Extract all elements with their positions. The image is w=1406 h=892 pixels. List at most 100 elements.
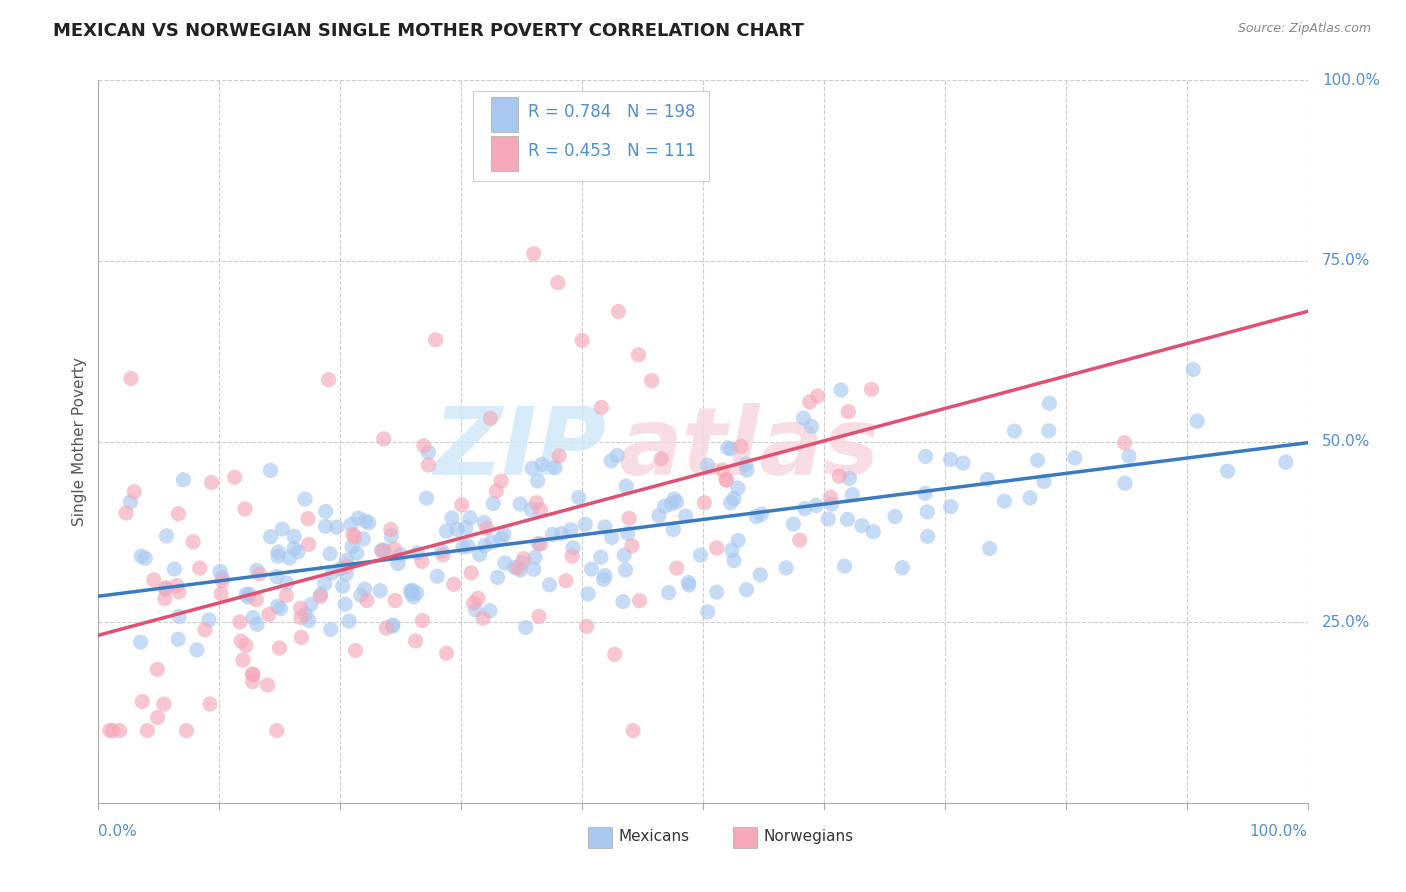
Point bbox=[727, 533, 749, 548]
Point bbox=[235, 639, 257, 653]
Point bbox=[337, 614, 360, 628]
Point bbox=[412, 439, 434, 453]
Point bbox=[115, 506, 138, 520]
Point bbox=[568, 491, 591, 505]
FancyBboxPatch shape bbox=[734, 827, 758, 848]
Point bbox=[108, 723, 131, 738]
Point bbox=[418, 445, 440, 459]
Point bbox=[231, 634, 253, 648]
Point bbox=[735, 582, 758, 597]
Point bbox=[489, 474, 512, 488]
Point bbox=[432, 548, 454, 562]
Point bbox=[678, 578, 700, 592]
Point bbox=[628, 593, 651, 607]
Point bbox=[238, 587, 260, 601]
Point bbox=[450, 498, 472, 512]
Point bbox=[574, 517, 596, 532]
Point bbox=[486, 570, 509, 584]
Point bbox=[571, 334, 593, 348]
Point bbox=[606, 449, 628, 463]
Text: 100.0%: 100.0% bbox=[1250, 824, 1308, 839]
Point bbox=[976, 472, 998, 486]
Point bbox=[749, 567, 772, 582]
Point bbox=[352, 532, 374, 546]
Point bbox=[837, 512, 859, 526]
Point bbox=[620, 539, 643, 553]
Point bbox=[589, 550, 612, 565]
Point bbox=[807, 389, 830, 403]
Point bbox=[294, 492, 316, 507]
Point bbox=[804, 499, 827, 513]
Point bbox=[817, 512, 839, 526]
Text: 0.0%: 0.0% bbox=[98, 824, 138, 839]
Point bbox=[346, 546, 368, 560]
Point bbox=[800, 419, 823, 434]
Point bbox=[446, 522, 468, 536]
Point bbox=[381, 617, 404, 632]
Point bbox=[1004, 424, 1026, 438]
Point bbox=[371, 544, 394, 558]
Point bbox=[236, 590, 259, 604]
Point bbox=[648, 508, 671, 523]
Point bbox=[600, 454, 623, 468]
Point bbox=[325, 520, 347, 534]
Y-axis label: Single Mother Poverty: Single Mother Poverty bbox=[72, 357, 87, 526]
Point bbox=[267, 549, 290, 564]
Point bbox=[256, 678, 278, 692]
Point bbox=[318, 373, 340, 387]
Point bbox=[460, 566, 482, 580]
Point bbox=[745, 509, 768, 524]
Point bbox=[512, 551, 534, 566]
Point bbox=[627, 348, 650, 362]
Point bbox=[492, 527, 515, 541]
Point bbox=[443, 577, 465, 591]
Point bbox=[716, 473, 738, 487]
Point bbox=[294, 607, 316, 622]
Point bbox=[266, 723, 288, 738]
Point bbox=[851, 518, 873, 533]
Point bbox=[309, 587, 332, 601]
Point bbox=[167, 585, 190, 599]
Point bbox=[399, 584, 422, 599]
Point bbox=[257, 607, 280, 622]
Point bbox=[330, 562, 353, 576]
Point bbox=[451, 540, 474, 554]
Point bbox=[464, 603, 486, 617]
Point bbox=[884, 509, 907, 524]
Point bbox=[789, 533, 811, 547]
Point bbox=[240, 667, 263, 681]
Point bbox=[405, 634, 427, 648]
Point bbox=[389, 548, 412, 562]
Point bbox=[269, 601, 291, 615]
Point bbox=[481, 535, 503, 549]
Point bbox=[711, 463, 734, 477]
Point bbox=[527, 536, 550, 550]
Text: R = 0.453   N = 111: R = 0.453 N = 111 bbox=[527, 142, 696, 161]
Point bbox=[581, 562, 603, 576]
Point bbox=[297, 511, 319, 525]
Point bbox=[298, 537, 321, 551]
Point bbox=[131, 694, 153, 708]
Point bbox=[319, 623, 342, 637]
Text: R = 0.784   N = 198: R = 0.784 N = 198 bbox=[527, 103, 695, 121]
Point bbox=[283, 529, 305, 543]
Point bbox=[538, 578, 561, 592]
Point bbox=[506, 561, 529, 575]
Point bbox=[550, 526, 572, 541]
Point bbox=[714, 473, 737, 487]
Point bbox=[340, 517, 363, 532]
Point bbox=[723, 491, 745, 506]
Point bbox=[510, 556, 533, 570]
Point bbox=[547, 276, 569, 290]
Point bbox=[613, 548, 636, 562]
Point bbox=[939, 500, 962, 514]
Point bbox=[520, 502, 543, 516]
Point bbox=[340, 540, 363, 554]
Point bbox=[405, 586, 427, 600]
Text: MEXICAN VS NORWEGIAN SINGLE MOTHER POVERTY CORRELATION CHART: MEXICAN VS NORWEGIAN SINGLE MOTHER POVER… bbox=[53, 22, 804, 40]
Point bbox=[211, 574, 233, 588]
Point bbox=[720, 543, 742, 558]
Point bbox=[266, 570, 288, 584]
Point bbox=[862, 524, 884, 539]
Point bbox=[468, 548, 491, 562]
